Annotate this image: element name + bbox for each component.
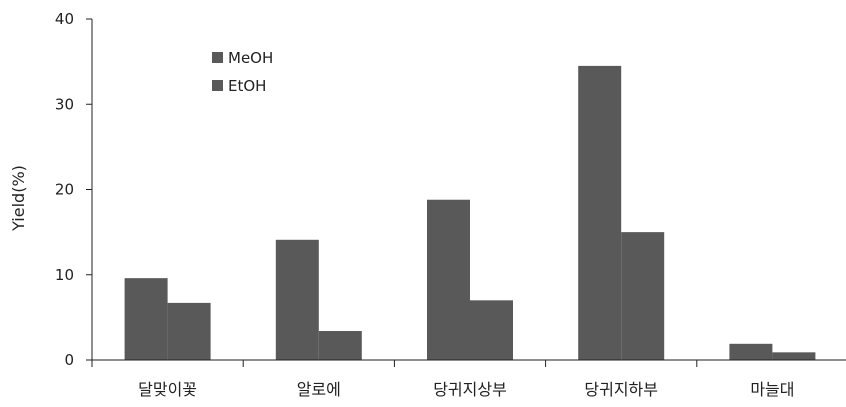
y-tick-label: 10 [55,266,74,284]
legend-swatch-meoh [212,52,223,63]
legend-swatch-etoh [212,80,223,91]
bar-etoh-3 [470,300,513,360]
bar-etoh-1 [167,302,211,360]
bars-group [124,65,816,360]
axes-group: 0 10 20 30 40 달맞이꽃 알로에 당귀지상부 당귀지하부 마늘대 [55,10,846,399]
bar-meoh-4 [578,65,622,360]
x-category-label: 마늘대 [750,380,794,399]
bar-meoh-3 [427,199,470,360]
bar-etoh-2 [318,331,362,360]
x-category-label: 알로에 [297,380,341,399]
legend-label-meoh: MeOH [228,49,273,67]
legend: MeOH EtOH [212,49,273,95]
x-category-label: 당귀지하부 [584,380,658,399]
y-tick-label: 0 [64,351,74,369]
bar-meoh-2 [275,239,319,360]
bar-etoh-4 [621,232,665,360]
bar-meoh-5 [729,343,773,360]
bar-meoh-1 [124,278,168,360]
bar-etoh-5 [772,352,816,360]
x-category-label: 달맞이꽃 [138,380,197,399]
y-tick-label: 20 [55,181,74,199]
y-tick-label: 30 [55,95,74,113]
legend-label-etoh: EtOH [228,77,266,95]
x-category-label: 당귀지상부 [433,380,507,399]
y-axis-title: Yield(%) [9,165,28,232]
y-tick-label: 40 [55,10,74,28]
